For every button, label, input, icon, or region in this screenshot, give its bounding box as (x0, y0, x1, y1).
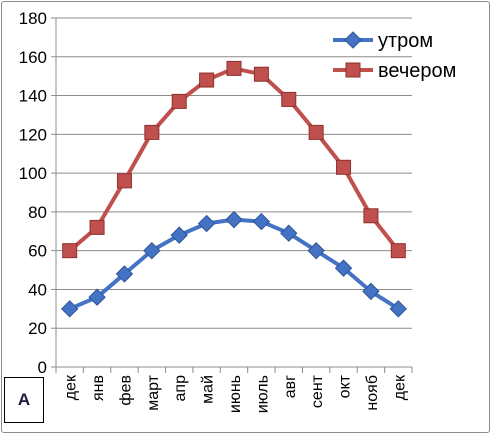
x-tick-labels: дек янв фев март апр май июнь июль авг сент окт ноя… (63, 374, 409, 413)
legend-label-1: вечером (378, 60, 456, 82)
x-tick-label-1: янв (90, 375, 107, 401)
y-tick-labels: 0 20 40 60 80 100 120 140 160 180 (19, 9, 47, 377)
y-tick-label-140: 140 (19, 87, 47, 106)
x-tick-label-5: май (200, 375, 217, 404)
y-tick-label-20: 20 (28, 319, 47, 338)
legend-entry-1: вечером (333, 60, 456, 82)
series-0-point-8 (280, 224, 298, 242)
series-1-point-3 (144, 124, 160, 140)
series-1-point-0 (62, 243, 78, 259)
y-tick-label-160: 160 (19, 48, 47, 67)
y-tick-label-80: 80 (28, 203, 47, 222)
series-0-point-0 (60, 300, 79, 318)
corner-label: A (17, 390, 31, 409)
y-tick-label-60: 60 (28, 242, 47, 261)
series-0-point-5 (197, 214, 216, 233)
series-0-point-4 (170, 226, 188, 244)
x-tick-label-12: дек (391, 374, 408, 400)
series-line-0 (68, 217, 400, 311)
legend-label-0: утром (378, 30, 433, 52)
series-1-point-1 (89, 219, 105, 235)
x-tick-label-9: сент (309, 374, 326, 408)
series-0-point-1 (88, 288, 106, 306)
corner-label-box: A (4, 377, 44, 423)
series-0-point-12 (389, 300, 408, 318)
x-tick-label-2: фев (117, 375, 134, 406)
series-layer (60, 60, 408, 318)
series-1-point-4 (171, 93, 187, 109)
x-tick-label-0: дек (63, 374, 80, 400)
series-1 (62, 60, 406, 259)
series-0-point-3 (143, 241, 161, 260)
x-tick-label-4: апр (172, 375, 189, 402)
x-tick-label-11: нояб (364, 375, 381, 411)
series-1-point-2 (116, 173, 132, 189)
series-0 (60, 210, 408, 318)
series-0-point-11 (362, 282, 380, 301)
series-1-point-5 (199, 72, 215, 88)
gridlines (56, 17, 412, 329)
x-tick-label-3: март (145, 374, 162, 410)
legend: утром вечером (333, 30, 456, 82)
legend-marker-0 (344, 31, 362, 49)
y-tick-label-120: 120 (19, 125, 47, 144)
x-tick-label-8: авг (282, 375, 299, 398)
legend-entry-0: утром (333, 30, 433, 52)
series-0-point-9 (307, 241, 325, 260)
x-tick-label-7: июль (254, 375, 271, 413)
series-0-point-10 (334, 259, 353, 277)
series-0-point-7 (252, 212, 271, 231)
series-1-point-8 (281, 91, 297, 107)
y-tick-label-100: 100 (19, 164, 47, 183)
series-0-point-2 (115, 265, 134, 283)
y-tick-label-0: 0 (38, 358, 47, 377)
series-0-point-6 (225, 210, 243, 229)
series-1-point-12 (390, 243, 406, 259)
series-1-point-10 (336, 159, 352, 175)
legend-marker-1 (345, 62, 361, 78)
axes (51, 17, 413, 373)
x-tick-label-6: июнь (227, 375, 244, 413)
x-tick-label-10: окт (337, 374, 354, 398)
y-tick-label-180: 180 (19, 9, 47, 28)
series-1-point-7 (253, 66, 269, 82)
y-tick-label-40: 40 (28, 280, 47, 299)
series-1-point-6 (226, 60, 242, 76)
series-1-point-11 (363, 208, 379, 224)
series-1-point-9 (308, 124, 324, 140)
